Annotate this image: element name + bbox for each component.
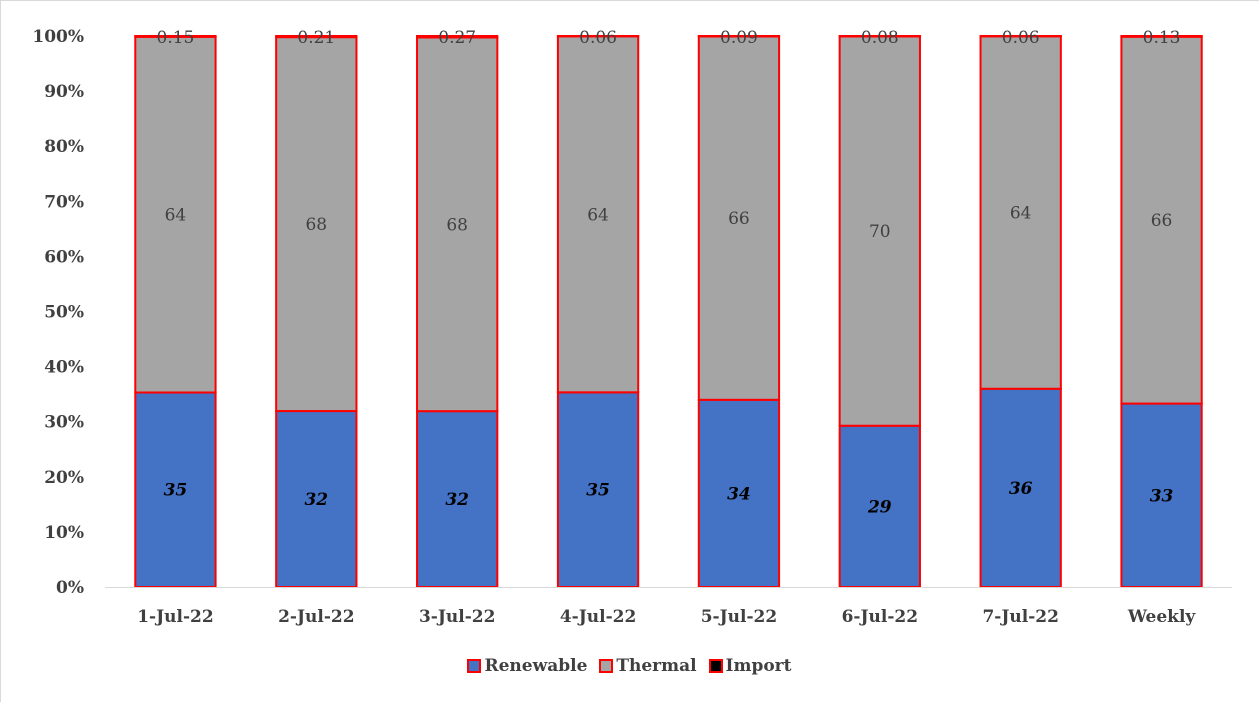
y-tick-label: 70% (44, 192, 84, 212)
bar-thermal (275, 36, 358, 413)
bar-import (1120, 35, 1203, 38)
legend-label-renewable: Renewable (484, 656, 588, 676)
bar-thermal (1120, 35, 1203, 405)
y-tick-label: 10% (44, 523, 84, 543)
bar-thermal (697, 35, 781, 401)
data-labels: 35 64 0.15 32 68 0.21 32 68 0.27 35 64 0.06 34 66 0.09… (157, 28, 1181, 517)
bar-renewable (979, 387, 1062, 588)
y-tick-label: 90% (44, 82, 84, 102)
bar-thermal (134, 35, 217, 394)
y-tick-label: 100% (32, 27, 84, 47)
y-tick-label: 50% (44, 303, 84, 323)
bar-renewable (416, 410, 499, 588)
x-category-label: 6-Jul-22 (842, 607, 918, 627)
legend-item-thermal: Thermal (599, 656, 697, 676)
data-label-import: 0.09 (720, 28, 758, 48)
x-category-label: 4-Jul-22 (560, 607, 636, 627)
bars (134, 35, 1203, 589)
bar-import (134, 35, 217, 38)
data-label-renewable: 34 (727, 484, 751, 504)
legend-swatch-thermal (599, 659, 614, 673)
x-category-label: 3-Jul-22 (419, 607, 495, 627)
bar-import (275, 35, 358, 39)
bar-renewable (275, 410, 358, 588)
data-label-thermal: 66 (1151, 211, 1173, 231)
x-axis-categories: 1-Jul-22 2-Jul-22 3-Jul-22 4-Jul-22 5-Jul-22… (137, 607, 1196, 627)
legend-label-import: Import (725, 656, 792, 676)
bar-thermal (838, 35, 921, 427)
data-label-thermal: 64 (1010, 204, 1032, 224)
y-axis-ticks: 0% 10% 20% 30% 40% 50% 60% 70% 80% 90% 100% (32, 27, 84, 598)
bar-import (416, 35, 499, 39)
data-label-import: 0.13 (1143, 28, 1181, 48)
data-label-thermal: 64 (587, 205, 609, 225)
data-label-thermal: 70 (869, 222, 891, 242)
data-label-thermal: 66 (728, 209, 750, 229)
y-tick-label: 0% (56, 578, 84, 598)
data-label-import: 0.06 (1002, 28, 1040, 48)
data-label-renewable: 36 (1009, 479, 1033, 499)
y-tick-label: 60% (44, 247, 84, 267)
bar-renewable (556, 391, 640, 588)
legend-swatch-import (708, 659, 723, 673)
x-category-label: Weekly (1127, 607, 1197, 627)
data-label-thermal: 64 (165, 206, 187, 226)
data-label-renewable: 33 (1150, 486, 1174, 506)
legend-item-renewable: Renewable (467, 656, 587, 676)
legend: Renewable Thermal Import (0, 656, 1259, 678)
data-label-import: 0.27 (438, 28, 476, 48)
y-tick-label: 20% (44, 468, 84, 488)
data-label-thermal: 68 (446, 215, 468, 235)
y-tick-label: 40% (44, 358, 84, 378)
x-category-label: 1-Jul-22 (137, 607, 213, 627)
data-label-renewable: 32 (304, 490, 328, 510)
bar-thermal (979, 35, 1062, 390)
y-tick-label: 30% (44, 413, 84, 433)
data-label-import: 0.08 (861, 28, 899, 48)
data-label-import: 0.21 (297, 28, 335, 48)
bar-thermal (556, 35, 640, 394)
x-category-label: 5-Jul-22 (701, 607, 777, 627)
x-category-label: 2-Jul-22 (278, 607, 354, 627)
data-label-renewable: 29 (867, 497, 892, 517)
x-category-label: 7-Jul-22 (982, 607, 1058, 627)
bar-thermal (416, 36, 499, 413)
legend-item-import: Import (708, 656, 792, 676)
stacked-bar-chart: 0% 10% 20% 30% 40% 50% 60% 70% 80% 90% 100% 35 64 0.… (32, 27, 1232, 627)
data-label-import: 0.06 (579, 28, 617, 48)
data-label-thermal: 68 (305, 215, 327, 235)
legend-label-thermal: Thermal (616, 656, 697, 676)
y-tick-label: 80% (44, 137, 84, 157)
data-label-import: 0.15 (157, 28, 195, 48)
data-label-renewable: 35 (164, 481, 188, 501)
data-label-renewable: 35 (586, 481, 610, 501)
data-label-renewable: 32 (445, 490, 469, 510)
legend-swatch-renewable (467, 659, 482, 673)
